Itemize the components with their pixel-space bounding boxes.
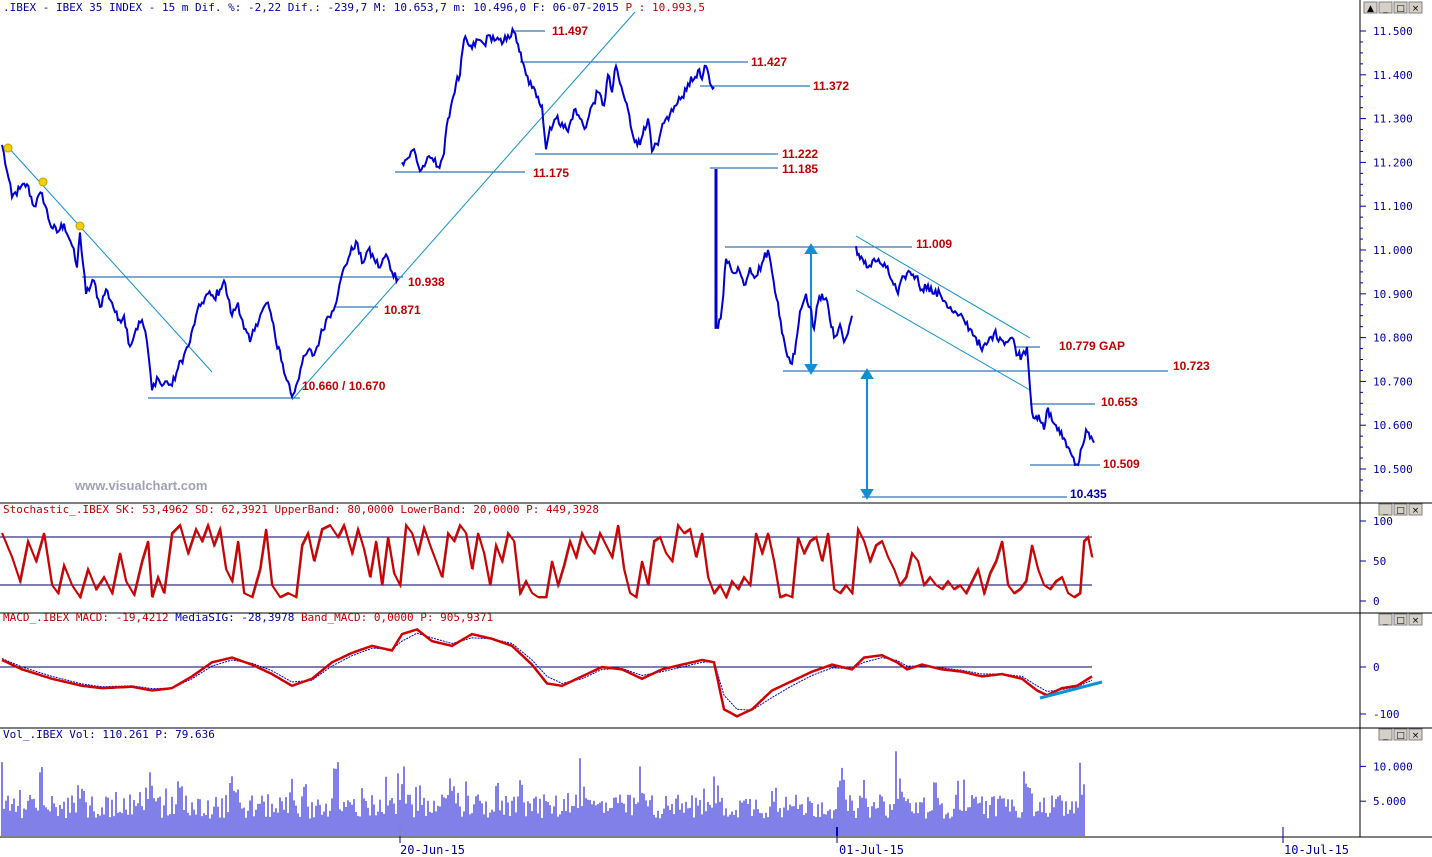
- panel-frames: [0, 0, 1432, 838]
- maximize-icon: □: [1396, 4, 1405, 14]
- y-tick-label: 11.400: [1373, 69, 1413, 82]
- y-tick-label: 5.000: [1373, 795, 1406, 808]
- main-panel-header: .IBEX - IBEX 35 INDEX - 15 m Dif. %: -2,…: [3, 1, 705, 14]
- price-line: [1, 144, 399, 400]
- stoch-panel-header: Stochastic_.IBEX SK: 53,4962 SD: 62,3921…: [3, 503, 599, 516]
- level-labels: 11.497 11.427 11.372 11.222 11.185 11.17…: [302, 24, 1210, 501]
- level-label: 11.497: [552, 24, 588, 38]
- y-tick-label: 11.100: [1373, 200, 1413, 213]
- stoch-y-axis: 100 50 0: [1360, 515, 1393, 608]
- y-tick-label: 11.300: [1373, 113, 1413, 126]
- level-label: 10.435: [1070, 487, 1107, 501]
- level-label: 10.723: [1173, 359, 1210, 373]
- stoch-bands: [0, 536, 1092, 586]
- level-label: 11.222: [782, 147, 818, 161]
- measure-arrows: [804, 243, 874, 500]
- minimize-button[interactable]: _: [1378, 503, 1393, 516]
- divergence-line: [1039, 680, 1103, 700]
- price-line: [855, 245, 1095, 467]
- y-tick-label: 11.200: [1373, 156, 1413, 169]
- level-label: 11.427: [751, 55, 787, 69]
- pivot-marker: [3, 143, 13, 153]
- panel-window-controls: ▲ _ □ × _ □ × _ □ × _ □ ×: [1363, 1, 1423, 741]
- maximize-button[interactable]: □: [1393, 503, 1408, 516]
- level-label: 11.175: [533, 166, 569, 180]
- signal-line: [1, 632, 1093, 711]
- y-tick-label: 10.700: [1373, 375, 1413, 388]
- macd-line: [1, 627, 1093, 718]
- minimize-button[interactable]: _: [1378, 613, 1393, 626]
- volume-series: [1, 751, 1085, 836]
- minimize-icon: _: [1382, 731, 1388, 741]
- close-button[interactable]: ×: [1408, 503, 1423, 516]
- vol-panel-header: Vol_.IBEX Vol: 110.261 P: 79.636: [3, 728, 215, 741]
- y-tick-label: 11.500: [1373, 25, 1413, 38]
- x-tick-label: 20-Jun-15: [400, 843, 465, 857]
- watermark: www.visualchart.com: [74, 478, 207, 493]
- macd-y-axis: 0 -100: [1360, 661, 1400, 721]
- price-line: [401, 25, 715, 174]
- y-tick-label: 50: [1373, 555, 1386, 568]
- maximize-icon: □: [1396, 616, 1405, 626]
- level-label: 11.372: [813, 79, 849, 93]
- price-line: [717, 249, 853, 366]
- scroll-up-button[interactable]: ▲: [1363, 1, 1378, 14]
- maximize-icon: □: [1396, 731, 1405, 741]
- stoch-line: [1, 521, 1093, 600]
- stoch-series: [1, 521, 1094, 600]
- close-button[interactable]: ×: [1408, 728, 1423, 741]
- y-tick-label: 10.800: [1373, 332, 1413, 345]
- level-label: 10.871: [384, 303, 421, 317]
- pivot-marker: [38, 177, 48, 187]
- close-button[interactable]: ×: [1408, 613, 1423, 626]
- x-axis: 20-Jun-15 01-Jul-15 10-Jul-15: [399, 827, 1349, 857]
- level-label: 10.653: [1101, 395, 1138, 409]
- close-button[interactable]: ×: [1408, 1, 1423, 14]
- level-lines: [82, 30, 1168, 498]
- pivot-marker: [75, 221, 85, 231]
- pivot-markers: [3, 143, 85, 231]
- maximize-button[interactable]: □: [1393, 1, 1408, 14]
- y-tick-label: 10.000: [1373, 760, 1413, 773]
- price-series: [1, 25, 1095, 467]
- level-label: 11.009: [916, 237, 952, 251]
- minimize-icon: _: [1382, 4, 1388, 14]
- maximize-button[interactable]: □: [1393, 728, 1408, 741]
- macd-panel-header: MACD_.IBEX MACD: -19,4212 MediaSIG: -28,…: [3, 611, 493, 624]
- y-tick-label: 10.600: [1373, 419, 1413, 432]
- y-tick-label: 10.900: [1373, 288, 1413, 301]
- y-tick-label: 11.000: [1373, 244, 1413, 257]
- level-label: 11.185: [782, 162, 818, 176]
- y-tick-label: 0: [1373, 661, 1380, 674]
- level-label: 10.938: [408, 275, 445, 289]
- x-tick-label: 10-Jul-15: [1284, 843, 1349, 857]
- y-tick-label: 100: [1373, 515, 1393, 528]
- y-tick-label: 0: [1373, 595, 1380, 608]
- y-tick-label: -100: [1373, 708, 1400, 721]
- minimize-button[interactable]: _: [1378, 1, 1393, 14]
- main-y-axis: 11.500 11.400 11.300 11.200 11.100 11.000 10.9…: [1360, 25, 1413, 492]
- scroll-up-icon: ▲: [1367, 4, 1374, 14]
- y-tick-label: 10.500: [1373, 463, 1413, 476]
- x-tick-label: 01-Jul-15: [839, 843, 904, 857]
- level-label: 10.660 / 10.670: [302, 379, 386, 393]
- maximize-icon: □: [1396, 506, 1405, 516]
- vol-y-axis: 10.000 5.000: [1360, 760, 1413, 808]
- trend-lines: [6, 11, 1031, 401]
- maximize-button[interactable]: □: [1393, 613, 1408, 626]
- level-label: 10.509: [1103, 457, 1140, 471]
- minimize-button[interactable]: _: [1378, 728, 1393, 741]
- macd-series: [1, 627, 1093, 718]
- minimize-icon: _: [1382, 616, 1388, 626]
- close-icon: ×: [1412, 506, 1420, 516]
- minimize-icon: _: [1382, 506, 1388, 516]
- level-label: 10.779 GAP: [1059, 339, 1125, 353]
- close-icon: ×: [1412, 731, 1420, 741]
- close-icon: ×: [1412, 616, 1420, 626]
- close-icon: ×: [1412, 4, 1420, 14]
